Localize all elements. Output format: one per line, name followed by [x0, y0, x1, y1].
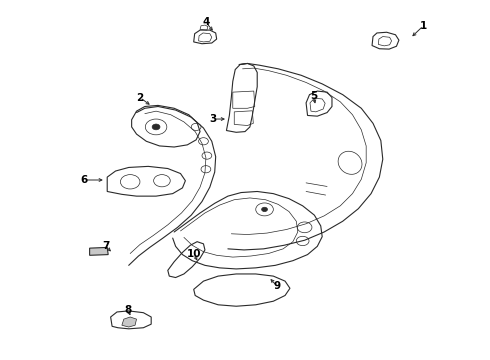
Text: 9: 9 [273, 281, 280, 291]
Text: 6: 6 [80, 175, 87, 185]
Text: 1: 1 [420, 21, 427, 31]
Text: 3: 3 [210, 114, 217, 124]
Polygon shape [90, 247, 108, 255]
Text: 5: 5 [310, 91, 317, 101]
Text: 8: 8 [124, 305, 131, 315]
Circle shape [152, 124, 160, 130]
Text: 10: 10 [187, 248, 201, 258]
Text: 4: 4 [202, 17, 210, 27]
Circle shape [262, 207, 268, 212]
Text: 2: 2 [136, 93, 144, 103]
Polygon shape [122, 317, 137, 327]
Text: 7: 7 [102, 241, 109, 251]
